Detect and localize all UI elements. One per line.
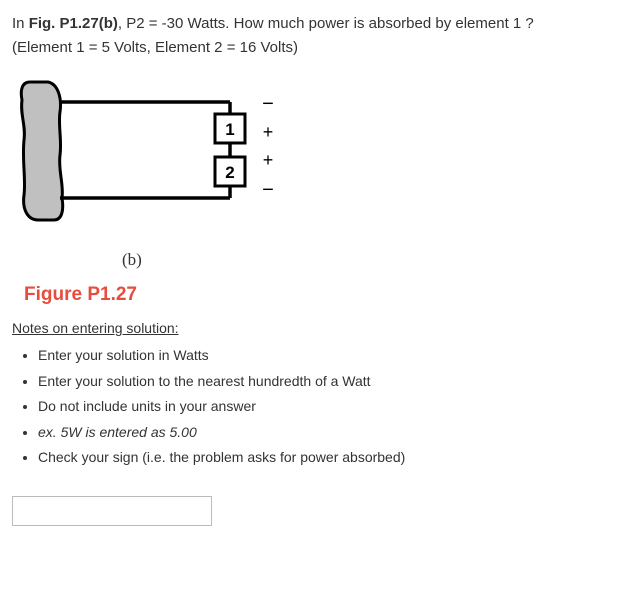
notes-item: Enter your solution to the nearest hundr… — [38, 372, 615, 392]
element-2-label: 2 — [225, 163, 234, 182]
circuit-svg: 1 2 − + + − — [12, 70, 292, 240]
polarity-bottombar: − — [262, 179, 274, 201]
question-line2: (Element 1 = 5 Volts, Element 2 = 16 Vol… — [12, 39, 298, 56]
answer-input[interactable] — [12, 496, 212, 526]
notes-heading: Notes on entering solution: — [12, 320, 615, 336]
figure-caption: Figure P1.27 — [24, 284, 615, 306]
question-text: In Fig. P1.27(b), P2 = -30 Watts. How mu… — [12, 12, 615, 60]
source-body-icon — [21, 82, 62, 220]
figure-sublabel: (b) — [122, 250, 615, 270]
question-prefix: In — [12, 15, 29, 32]
notes-list: Enter your solution in Watts Enter your … — [12, 346, 615, 468]
question-rest: , P2 = -30 Watts. How much power is abso… — [118, 15, 534, 32]
polarity-topbar: − — [262, 93, 274, 115]
figure-reference: Fig. P1.27(b) — [29, 15, 118, 32]
notes-item: Check your sign (i.e. the problem asks f… — [38, 448, 615, 468]
polarity-plus-lower: + — [263, 150, 274, 170]
circuit-diagram: 1 2 − + + − — [12, 70, 615, 244]
element-1-label: 1 — [225, 120, 234, 139]
notes-item-example: ex. 5W is entered as 5.00 — [38, 423, 615, 443]
notes-item: Enter your solution in Watts — [38, 346, 615, 366]
notes-item: Do not include units in your answer — [38, 397, 615, 417]
polarity-plus-upper: + — [263, 122, 274, 142]
